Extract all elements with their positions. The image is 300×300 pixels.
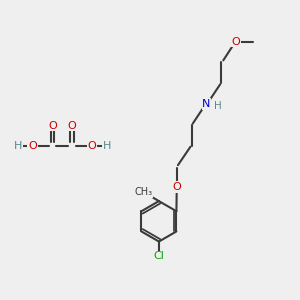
Text: O: O bbox=[68, 121, 76, 130]
Text: O: O bbox=[232, 37, 241, 46]
Text: Cl: Cl bbox=[154, 251, 164, 261]
Text: H: H bbox=[14, 140, 22, 151]
Text: H: H bbox=[103, 140, 111, 151]
Text: O: O bbox=[88, 140, 96, 151]
Text: O: O bbox=[48, 121, 57, 130]
Text: N: N bbox=[202, 99, 211, 109]
Text: O: O bbox=[172, 182, 181, 192]
Text: CH₃: CH₃ bbox=[134, 187, 152, 197]
Text: H: H bbox=[214, 101, 222, 111]
Text: O: O bbox=[28, 140, 37, 151]
